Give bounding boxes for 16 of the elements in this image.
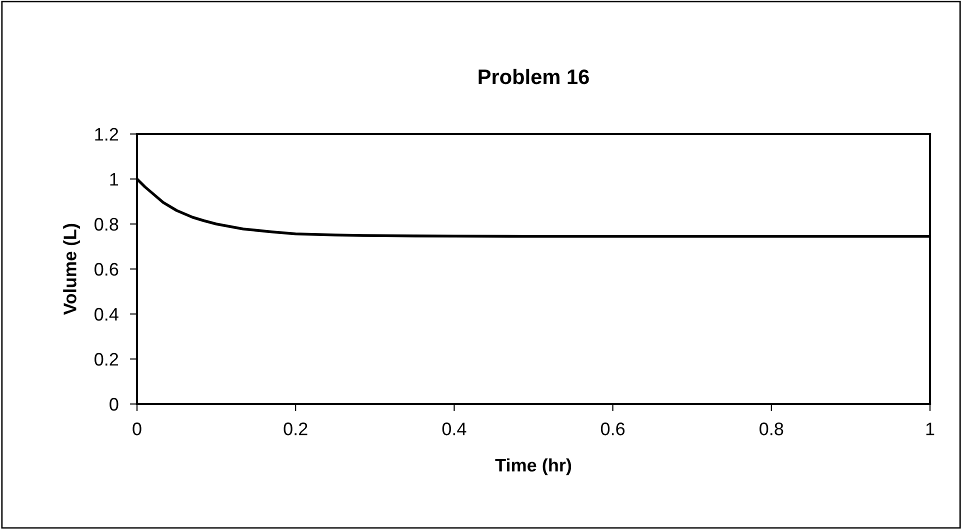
y-tick-label: 0 bbox=[110, 398, 118, 411]
x-tick-label: 0.8 bbox=[760, 422, 784, 436]
y-tick-label: 1 bbox=[110, 173, 118, 186]
y-tick-label: 0.2 bbox=[94, 352, 118, 366]
y-tick-label: 1.2 bbox=[95, 128, 118, 141]
x-axis-title: Time (hr) bbox=[495, 458, 572, 476]
chart-title: Problem 16 bbox=[478, 68, 589, 84]
x-tick-label: 0.6 bbox=[600, 422, 625, 436]
y-axis-title: Volume (L) bbox=[63, 224, 80, 315]
y-tick-label: 0.6 bbox=[94, 262, 118, 276]
y-tick-label: 0.4 bbox=[94, 308, 118, 321]
x-tick-label: 0.2 bbox=[284, 422, 308, 436]
x-tick-label: 0 bbox=[132, 422, 142, 436]
x-tick-label: 1 bbox=[926, 422, 934, 436]
x-tick-label: 0.4 bbox=[442, 422, 466, 436]
y-tick-label: 0.8 bbox=[94, 218, 118, 231]
